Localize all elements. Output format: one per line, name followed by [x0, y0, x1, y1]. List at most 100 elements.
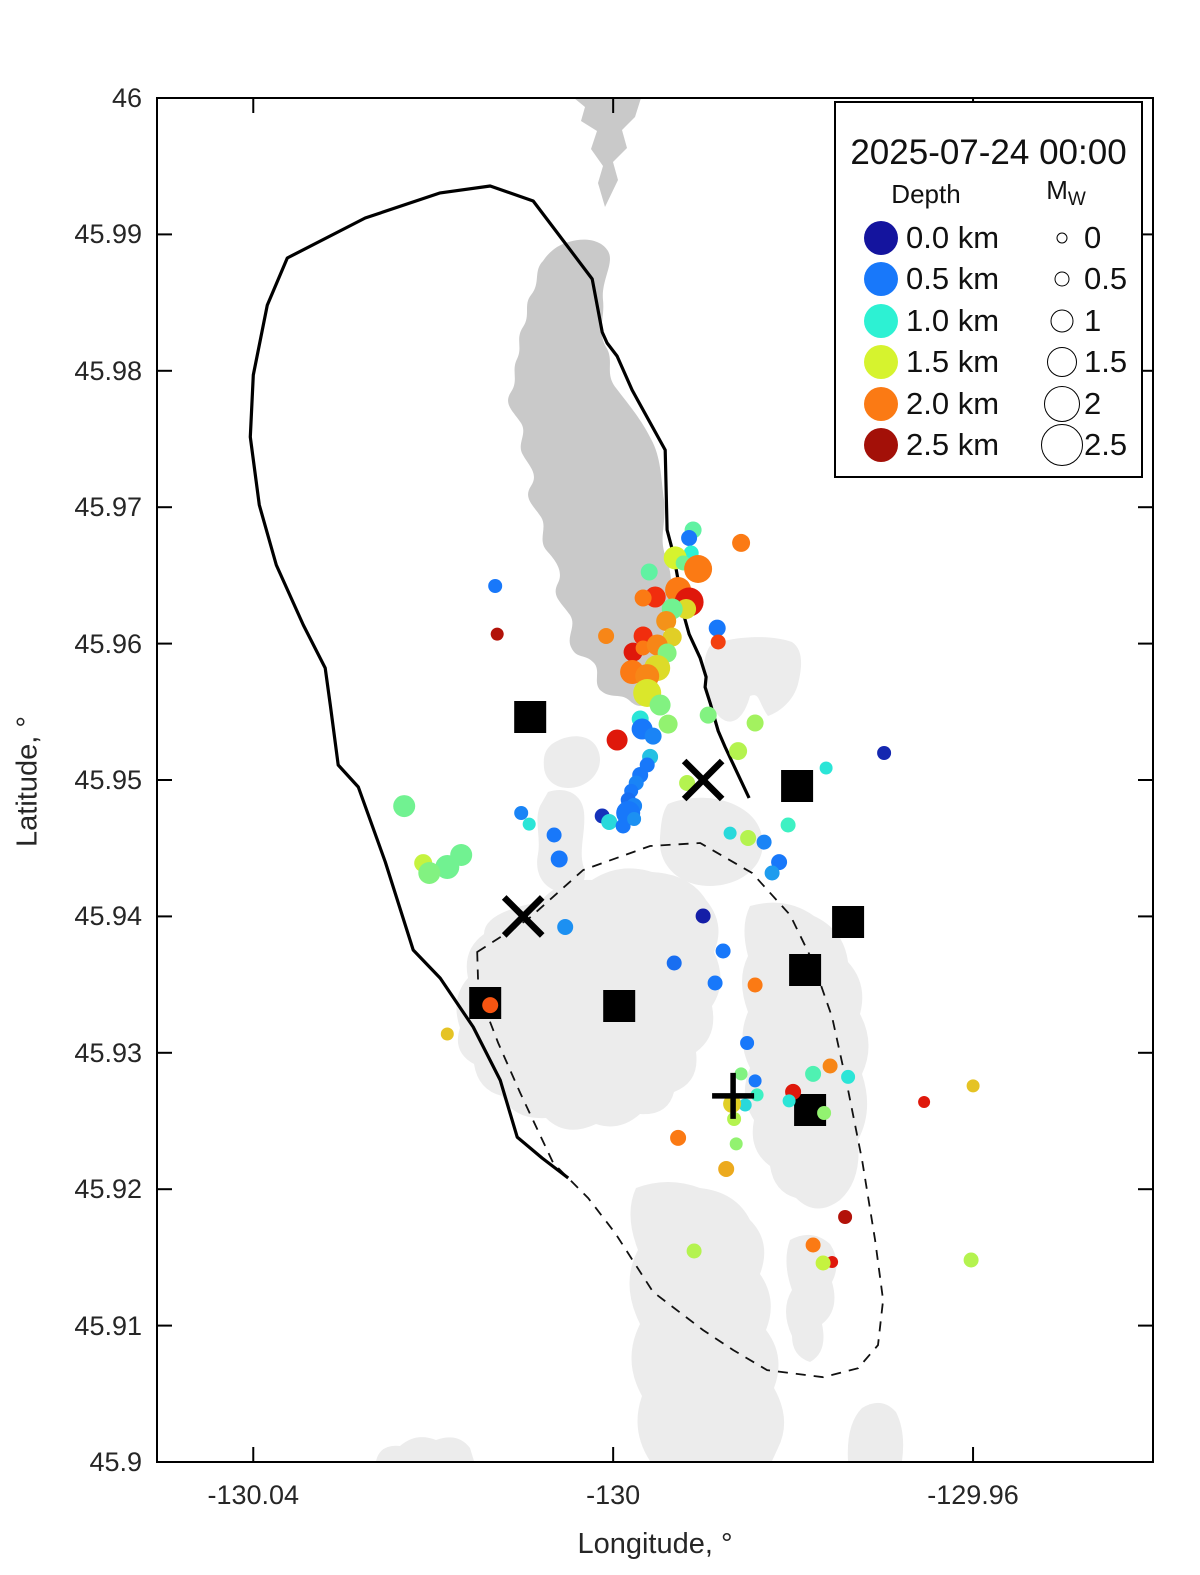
earthquake-dot [756, 834, 772, 850]
y-tick-label: 45.94 [74, 901, 142, 932]
depth-label: 1.0 km [906, 302, 1000, 338]
mw-label: 0 [1084, 219, 1102, 255]
earthquake-dot [729, 742, 748, 761]
map-outlines [248, 184, 885, 1379]
y-tick-label: 45.98 [74, 355, 142, 386]
legend-row: 0.5 km 0.5 [836, 258, 1141, 299]
mw-size-circle [1041, 423, 1083, 466]
y-tick-label: 45.93 [74, 1037, 142, 1068]
earthquake-dot [695, 908, 711, 924]
x-tick-label: -130.04 [207, 1480, 300, 1510]
depth-swatch [864, 386, 898, 421]
earthquake-dot [963, 1252, 979, 1268]
station-square [514, 701, 547, 733]
earthquake-dot [729, 1137, 743, 1151]
mw-size-circle [1054, 271, 1070, 286]
earthquake-dot [838, 1210, 853, 1224]
earthquake-dot [546, 827, 562, 843]
y-tick-label: 45.99 [74, 219, 142, 250]
earthquake-dot [606, 729, 628, 751]
legend-row: 2.5 km 2.5 [836, 423, 1141, 466]
earthquake-dot [780, 817, 796, 833]
earthquake-dot [681, 530, 698, 546]
depth-label: 2.0 km [906, 385, 1000, 421]
station-square [781, 770, 814, 802]
legend-timestamp: 2025-07-24 00:00 [850, 133, 1127, 172]
earthquake-dot [522, 817, 536, 831]
earthquake-dot [440, 1027, 454, 1041]
earthquake-dot [656, 611, 677, 631]
plot-border [156, 97, 1154, 1463]
earthquake-dot [634, 589, 652, 607]
earthquake-dot [746, 714, 764, 732]
x-tick-label: -129.96 [927, 1480, 1019, 1510]
earthquake-dot [764, 865, 780, 881]
mw-label: 0.5 [1084, 260, 1128, 296]
station-square [789, 954, 822, 986]
earthquake-dot [662, 627, 682, 647]
earthquake-dot [740, 1036, 755, 1050]
earthquake-dot [450, 844, 473, 866]
depth-label: 0.0 km [906, 219, 1000, 255]
earthquake-dot [817, 1106, 832, 1120]
mw-label: 2 [1084, 385, 1102, 421]
eruption-outline-dashed [476, 842, 885, 1379]
mw-size-circle [1050, 309, 1074, 332]
earthquake-dot [877, 746, 892, 760]
earthquake-dot [708, 619, 726, 637]
earthquake-dot [782, 1094, 796, 1108]
y-tick-label: 45.97 [74, 492, 142, 523]
earthquake-dot [393, 795, 416, 818]
earthquake-dot [822, 1058, 838, 1074]
mw-label: 1.5 [1084, 343, 1128, 379]
legend-row: 1.0 km 1 [836, 300, 1141, 341]
depth-swatch [864, 427, 898, 462]
depth-swatch [864, 220, 898, 255]
y-tick-label: 45.96 [74, 628, 142, 659]
earthquake-dot [514, 806, 529, 820]
earthquake-dot [805, 1065, 822, 1082]
earthquake-dot [644, 727, 662, 745]
depth-swatch [864, 261, 898, 296]
legend-row: 0.0 km 0 [836, 217, 1141, 258]
legend-mw-header: MW [1046, 175, 1086, 211]
mw-label: 1 [1084, 302, 1102, 338]
earthquake-dot [723, 826, 737, 840]
earthquake-dot [748, 1074, 762, 1088]
instrument-markers [501, 758, 755, 1119]
earthquake-dot [841, 1069, 856, 1084]
earthquake-dot [418, 862, 441, 884]
legend-row: 1.5 km 1.5 [836, 341, 1141, 382]
earthquake-dot [699, 706, 717, 724]
earthquake-dot [738, 1098, 752, 1112]
earthquake-dot [740, 830, 757, 846]
depth-swatch [864, 344, 898, 379]
earthquake-dot [482, 997, 499, 1014]
earthquake-dot [658, 714, 678, 734]
earthquake-dot [627, 812, 642, 826]
earthquake-dot [819, 761, 833, 775]
legend-row: 2.0 km 2 [836, 383, 1141, 424]
earthquake-dot [686, 1243, 702, 1259]
earthquake-dot [557, 919, 574, 935]
station-square [603, 990, 636, 1022]
caldera-outline [248, 184, 751, 1180]
earthquake-dot [488, 579, 503, 593]
depth-label: 1.5 km [906, 343, 1000, 379]
earthquake-dot [815, 1255, 831, 1271]
earthquake-dot [715, 943, 731, 959]
earthquake-dot [670, 1129, 687, 1146]
earthquake-dot [805, 1237, 821, 1253]
earthquake-dot [598, 628, 615, 644]
x-axis-label: Longitude, ° [577, 1528, 733, 1560]
x-marker [501, 895, 545, 938]
earthquake-dot [490, 627, 504, 641]
earthquake-dot [918, 1096, 931, 1108]
earthquake-dot [966, 1079, 980, 1093]
earthquake-dot [732, 533, 751, 552]
mw-size-circle [1044, 385, 1080, 422]
earthquake-dot [707, 975, 723, 991]
mw-size-circle [1047, 346, 1077, 377]
earthquake-dot [601, 814, 618, 830]
